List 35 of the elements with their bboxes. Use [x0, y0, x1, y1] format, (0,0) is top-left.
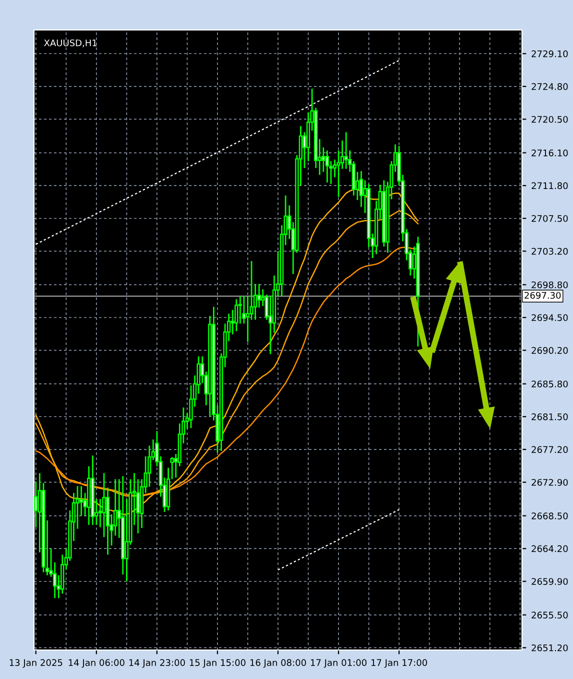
y-tick-label: 2685.80	[532, 380, 568, 388]
y-tick-label: 2664.20	[532, 545, 568, 552]
candlestick	[102, 472, 106, 538]
x-tick-label: 15 Jan 15:00	[190, 659, 246, 668]
x-tick-label: 13 Jan 2025	[10, 659, 62, 668]
y-tick-label: 2724.80	[532, 83, 568, 90]
y-tick-label: 2729.10	[532, 50, 568, 58]
y-tick-label: 2694.50	[532, 314, 568, 322]
y-tick-label: 2668.50	[532, 512, 568, 520]
x-tick-label: 17 Jan 01:00	[310, 659, 367, 668]
y-tick-label: 2681.50	[532, 413, 568, 420]
y-tick-label: 2659.90	[532, 578, 568, 585]
y-tick-label: 2655.50	[532, 612, 568, 618]
candlestick	[325, 150, 330, 184]
candlestick	[98, 498, 102, 528]
y-tick-label: 2698.80	[532, 281, 568, 288]
y-tick-label: 2711.80	[532, 182, 568, 190]
x-tick-label: 16 Jan 08:00	[250, 659, 306, 668]
y-tick-label: 2703.20	[532, 248, 568, 255]
y-tick-label: 2677.20	[532, 446, 568, 453]
candlestick	[344, 131, 348, 170]
y-tick-label: 2651.20	[532, 644, 568, 652]
candlestick	[79, 485, 84, 516]
x-tick-label: 14 Jan 23:00	[129, 659, 185, 668]
y-tick-label: 2707.50	[532, 215, 568, 222]
ref-line-label: 2697.30	[524, 292, 561, 299]
y-tick-label: 2716.10	[532, 150, 568, 156]
x-tick-label: 17 Jan 17:00	[371, 659, 428, 668]
text: XAUUSD,H1	[44, 39, 97, 48]
y-tick-label: 2672.90	[532, 478, 568, 486]
x-tick-label: 14 Jan 06:00	[68, 659, 124, 668]
y-tick-label: 2690.20	[532, 347, 568, 354]
y-tick-label: 2720.50	[532, 116, 568, 123]
candlestick	[234, 298, 238, 332]
candlestick	[257, 283, 261, 308]
